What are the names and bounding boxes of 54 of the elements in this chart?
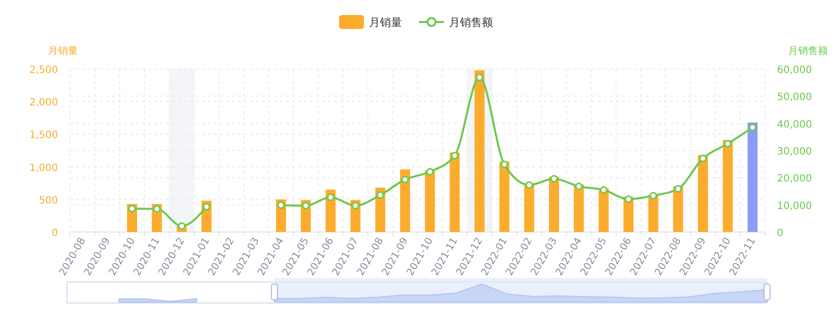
bar bbox=[698, 155, 708, 232]
legend-label: 月销量 bbox=[369, 16, 402, 29]
legend-label: 月销售额 bbox=[449, 16, 493, 29]
point bbox=[450, 152, 458, 160]
point bbox=[674, 185, 682, 193]
y-tick-label: 500 bbox=[38, 195, 58, 206]
point bbox=[326, 193, 334, 201]
point bbox=[525, 181, 533, 189]
point bbox=[600, 186, 608, 194]
bar bbox=[748, 122, 758, 232]
y2-tick-label: 60,000 bbox=[777, 65, 812, 76]
point bbox=[699, 154, 707, 162]
y2-tick-label: 0 bbox=[777, 228, 784, 239]
y2-tick-label: 40,000 bbox=[777, 119, 812, 130]
y-tick-label: 0 bbox=[52, 228, 58, 239]
point bbox=[748, 124, 756, 132]
bar bbox=[524, 183, 534, 232]
y-tick-label: 1,500 bbox=[29, 130, 58, 142]
bar bbox=[400, 169, 410, 232]
bar bbox=[648, 194, 658, 232]
bar bbox=[499, 162, 510, 232]
bar bbox=[722, 140, 733, 232]
bar bbox=[450, 152, 460, 232]
y2-tick-label: 30,000 bbox=[777, 146, 812, 158]
point bbox=[202, 202, 210, 210]
point bbox=[128, 204, 136, 212]
point bbox=[426, 168, 434, 176]
point bbox=[624, 195, 632, 203]
bar bbox=[598, 188, 609, 232]
bar bbox=[574, 184, 584, 232]
bar bbox=[424, 170, 435, 232]
point bbox=[476, 74, 484, 82]
point bbox=[550, 175, 558, 183]
point bbox=[575, 182, 583, 190]
point bbox=[352, 202, 360, 210]
y-tick-label: 2,500 bbox=[29, 65, 58, 76]
y2-axis-title: 月销售额 bbox=[788, 45, 828, 57]
point bbox=[500, 160, 508, 168]
y2-tick-label: 10,000 bbox=[777, 200, 812, 212]
point bbox=[302, 202, 310, 210]
y2-tick-label: 20,000 bbox=[777, 174, 812, 185]
y2-tick-label: 50,000 bbox=[777, 92, 812, 104]
y-axis-title: 月销量 bbox=[48, 46, 78, 57]
bar bbox=[549, 176, 560, 232]
point bbox=[401, 176, 409, 184]
bar bbox=[673, 186, 684, 232]
y-tick-label: 1,000 bbox=[29, 162, 58, 174]
point bbox=[153, 205, 161, 213]
point bbox=[277, 201, 285, 209]
y-tick-label: 2,000 bbox=[29, 98, 58, 109]
point bbox=[724, 140, 732, 148]
point bbox=[650, 192, 658, 200]
point bbox=[178, 222, 186, 230]
point bbox=[376, 191, 384, 199]
